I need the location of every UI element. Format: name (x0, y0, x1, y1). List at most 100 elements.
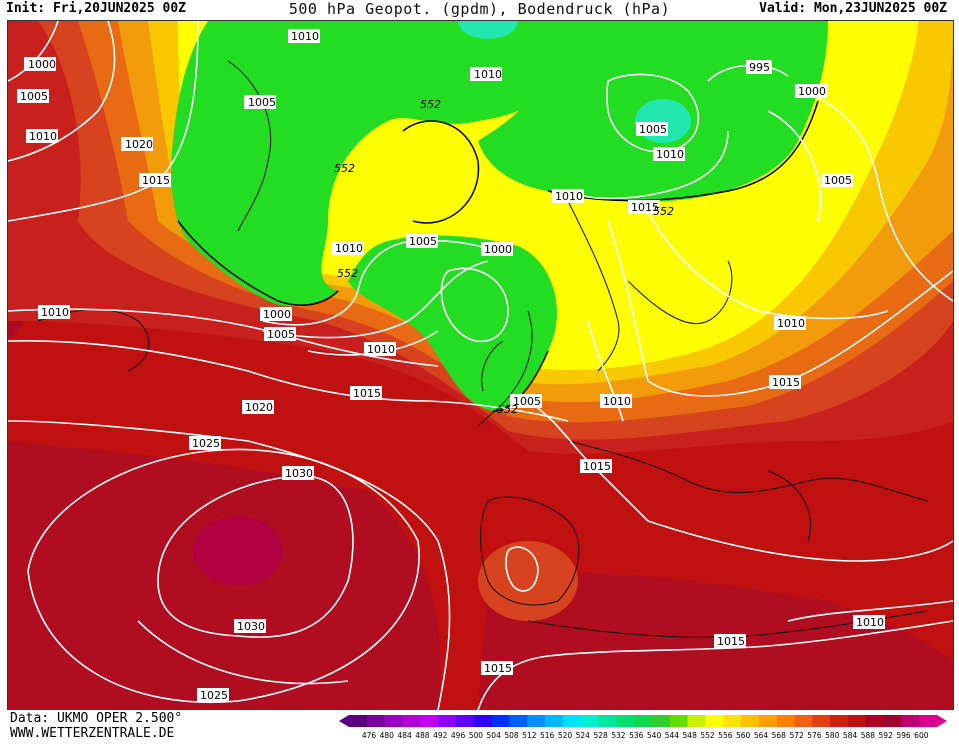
isobar-label: 1005 (264, 327, 296, 341)
svg-text:1005: 1005 (824, 174, 852, 187)
isobar-1020-a (8, 339, 569, 422)
legend-label: 552 (700, 731, 715, 740)
legend-swatch (830, 715, 849, 727)
svg-text:1025: 1025 (200, 689, 228, 702)
isobar-1010-w (8, 21, 116, 162)
isobar-label: 1010 (600, 394, 632, 408)
isobar-label: 1005 (406, 234, 438, 248)
legend-swatch (527, 715, 546, 727)
isobar-1015-s (647, 520, 953, 562)
legend-label: 520 (558, 731, 573, 740)
isobar-label: 1030 (282, 466, 314, 480)
legend-label: 560 (736, 731, 751, 740)
isobars (8, 21, 953, 710)
legend-swatch (865, 715, 885, 727)
isobar-label: 1015 (714, 634, 746, 648)
valid-time: Valid: Mon,23JUN2025 00Z (759, 1, 947, 16)
isobar-label: 1010 (470, 67, 502, 81)
isobar-label: 1010 (364, 342, 396, 356)
coast-iberia (480, 496, 580, 606)
svg-text:1010: 1010 (29, 130, 57, 143)
isobar-iberia-ring (505, 546, 539, 592)
isobar-label: 1000 (24, 57, 56, 71)
legend-label: 588 (861, 731, 876, 740)
header: Init: Fri,20JUN2025 00Z 500 hPa Geopot. … (0, 0, 959, 20)
coast-norway (567, 200, 620, 372)
map-title: 500 hPa Geopot. (gpdm), Bodendruck (hPa) (288, 0, 671, 18)
isobar-1010-e (647, 210, 889, 320)
isobar-1030-ring (157, 475, 354, 638)
legend-swatch (598, 715, 617, 727)
isobar-1010-south (787, 600, 953, 622)
legend-label: 528 (593, 731, 608, 740)
isobar-label: 1010 (26, 129, 58, 143)
color-legend: 476 480 484 488 492 496 500 504 508 512 516 520 524 5… (337, 713, 957, 741)
legend-swatch (366, 715, 386, 727)
legend-swatch (687, 715, 706, 727)
svg-text:1010: 1010 (555, 190, 583, 203)
legend-label: 572 (789, 731, 804, 740)
legend-swatch (402, 715, 421, 727)
isobar-label: 1000 (795, 84, 827, 98)
svg-text:995: 995 (749, 61, 770, 74)
coast-ireland (481, 340, 504, 392)
svg-text:1015: 1015 (717, 635, 745, 648)
isobar-label: 1005 (244, 95, 276, 109)
svg-text:1010: 1010 (474, 68, 502, 81)
legend-swatch (758, 715, 778, 727)
height-label: 552 (497, 403, 518, 416)
svg-text:1015: 1015 (583, 460, 611, 473)
isobar-label: 1010 (774, 316, 806, 330)
svg-text:1025: 1025 (192, 437, 220, 450)
legend-swatch (919, 715, 938, 727)
legend-arrow-left (339, 715, 349, 727)
isobar-1010-ne (567, 130, 729, 200)
isobar-label: 1010 (38, 305, 70, 319)
field-teal-core (635, 99, 691, 143)
legend-label: 564 (754, 731, 769, 740)
isobar-1010-c (587, 320, 624, 422)
coastlines (37, 60, 929, 638)
isobar-label: 1015 (481, 661, 513, 675)
svg-text:1030: 1030 (285, 467, 313, 480)
svg-text:1005: 1005 (248, 96, 276, 109)
field-high-core (193, 516, 283, 586)
svg-text:1020: 1020 (125, 138, 153, 151)
legend-label: 496 (451, 731, 466, 740)
isobar-label: 1010 (332, 241, 364, 255)
legend-swatch (705, 715, 724, 727)
isobar-label: 1005 (636, 122, 668, 136)
isobar-1000-low (440, 267, 509, 343)
svg-text:1005: 1005 (267, 328, 295, 341)
legend-swatch (545, 715, 564, 727)
legend-swatch (616, 715, 635, 727)
legend-swatch (420, 715, 439, 727)
legend-label: 568 (772, 731, 787, 740)
isobar-1000-e (797, 90, 953, 302)
isobar-label: 1025 (189, 436, 221, 450)
isobar-label: 1015 (580, 459, 612, 473)
legend-label: 544 (665, 731, 680, 740)
field-green-lobe (348, 235, 557, 411)
legend-swatch (794, 715, 813, 727)
legend-swatch (812, 715, 831, 727)
isobar-label: 1015 (628, 200, 660, 214)
height-label: 552 (420, 98, 441, 111)
isobar-label: 1015 (139, 173, 171, 187)
legend-swatch (384, 715, 403, 727)
isobar-label: 1020 (121, 137, 153, 151)
legend-label: 556 (718, 731, 733, 740)
legend-label: 592 (879, 731, 894, 740)
field-yellow-island (386, 121, 479, 223)
coast-mediterranean-north (567, 440, 929, 502)
height-label: 552 (653, 205, 674, 218)
legend-label: 600 (914, 731, 929, 740)
legend-swatch (883, 715, 902, 727)
svg-text:1005: 1005 (20, 90, 48, 103)
isobar-label: 1005 (17, 89, 49, 103)
isobar-label: 1005 (510, 394, 542, 408)
field-green-north (171, 21, 561, 307)
legend-label: 488 (415, 731, 430, 740)
legend-label: 584 (843, 731, 858, 740)
legend-swatch (580, 715, 599, 727)
